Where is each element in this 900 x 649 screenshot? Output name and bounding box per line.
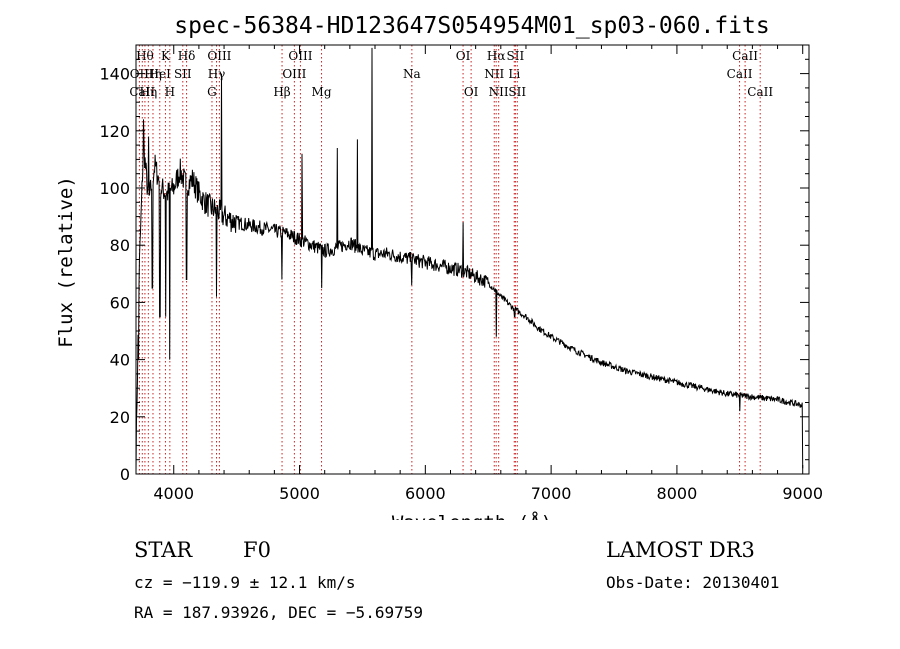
line-marker-label: Hη: [139, 85, 157, 99]
y-axis: 0 20 40 60 80 100 120 140: [99, 58, 809, 484]
line-marker-label: H: [165, 85, 175, 99]
line-marker-label: SII: [174, 67, 192, 81]
y-tick-label: 120: [99, 122, 130, 141]
line-marker-label: SII: [507, 49, 525, 63]
object-subclass: F0: [243, 538, 271, 562]
line-marker-label: Hβ: [273, 85, 290, 99]
line-marker-label: Na: [403, 67, 421, 81]
x-tick-label: 9000: [782, 484, 823, 503]
spectrum-chart: spec-56384-HD123647S054954M01_sp03-060.f…: [55, 13, 823, 520]
observation-date: Obs-Date: 20130401: [606, 573, 780, 592]
x-tick-label: 6000: [405, 484, 446, 503]
y-tick-label: 0: [120, 465, 130, 484]
line-marker-label: Hδ: [178, 49, 196, 63]
line-marker-label: OIII: [288, 49, 312, 63]
y-tick-label: 80: [110, 236, 130, 255]
line-marker-label: CaII: [747, 85, 773, 99]
y-tick-label: 20: [110, 408, 130, 427]
chart-title: spec-56384-HD123647S054954M01_sp03-060.f…: [174, 13, 769, 39]
plot-frame: [135, 44, 810, 475]
x-tick-label: 4000: [153, 484, 194, 503]
line-marker-label: G: [207, 85, 217, 99]
spectrum-line: [135, 47, 804, 473]
line-marker-label: OIII: [282, 67, 306, 81]
line-marker-label: CaII: [727, 67, 753, 81]
line-marker-label: OIII: [207, 49, 231, 63]
line-marker-label: HeI: [149, 67, 172, 81]
line-marker-label: CaII: [732, 49, 758, 63]
x-axis: 4000 5000 6000 7000 8000 9000: [153, 45, 823, 503]
x-axis-label: Wavelength (Å): [392, 511, 552, 520]
survey-name: LAMOST DR3: [606, 538, 755, 562]
line-marker-label: NII: [484, 67, 504, 81]
line-marker-label: Hα: [487, 49, 506, 63]
object-class: STAR: [134, 538, 193, 562]
line-marker-label: OI: [456, 49, 471, 63]
x-tick-label: 7000: [531, 484, 572, 503]
line-marker-label: Hη: [144, 67, 162, 81]
line-marker-label: Mg: [312, 85, 332, 99]
x-tick-label: 5000: [279, 484, 320, 503]
line-marker-group: OIICaIIHθHηHηHeIKHSIIHδGHγOIIIHβOIIIOIII…: [129, 45, 773, 474]
y-tick-label: 140: [99, 65, 130, 84]
coordinates: RA = 187.93926, DEC = −5.69759: [134, 603, 423, 622]
line-marker-label: OI: [464, 85, 479, 99]
y-tick-label: 60: [110, 293, 130, 312]
redshift-value: cz = −119.9 ± 12.1 km/s: [134, 573, 356, 592]
line-marker-label: NII: [489, 85, 509, 99]
line-marker-label: Hγ: [208, 67, 226, 81]
y-tick-label: 40: [110, 351, 130, 370]
x-tick-label: 8000: [657, 484, 698, 503]
line-marker-label: SII: [508, 85, 526, 99]
line-marker-label: Hθ: [136, 49, 154, 63]
y-axis-label: Flux (relative): [55, 176, 77, 348]
line-marker-label: Li: [508, 67, 520, 81]
y-tick-label: 100: [99, 179, 130, 198]
line-marker-label: K: [161, 49, 171, 63]
